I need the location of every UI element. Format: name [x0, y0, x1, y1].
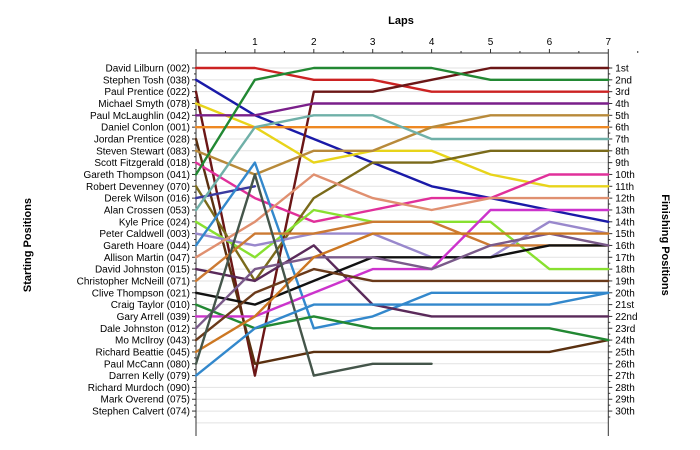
finishing-position-label: 19th: [615, 276, 634, 287]
series-line-22: [194, 208, 610, 318]
chart-series: [194, 66, 610, 377]
finishing-position-label: 5th: [615, 111, 629, 122]
series-line-18: [194, 244, 610, 318]
finishing-position-label: 8th: [615, 146, 629, 157]
finishing-position-label: 13th: [615, 205, 634, 216]
series-line-17: [194, 173, 610, 259]
starting-position-label: Clive Thompson (021): [92, 288, 190, 299]
y-axis-label-right: Finishing Positions: [659, 194, 671, 295]
finishing-position-label: 1st: [615, 64, 629, 75]
finishing-position-label: 29th: [615, 395, 634, 406]
starting-position-label: David Johnston (015): [95, 265, 190, 276]
starting-position-label: Alan Crossen (053): [104, 205, 190, 216]
starting-position-label: Steven Stewart (083): [96, 146, 190, 157]
series-line-23: [194, 232, 610, 330]
finishing-position-label: 24th: [615, 336, 634, 347]
finishing-position-label: 25th: [615, 347, 634, 358]
series-line-21: [194, 303, 610, 342]
series-line-3: [194, 66, 610, 377]
finishing-position-label: 22nd: [615, 312, 637, 323]
starting-position-label: Christopher McNeill (071): [77, 276, 190, 287]
series-line-24: [194, 267, 610, 342]
finishing-position-label: 17th: [615, 253, 634, 264]
starting-position-label: Mo McIlroy (043): [115, 336, 190, 347]
starting-position-label: Richard Beattie (045): [96, 347, 191, 358]
x-tick-label: 3: [370, 37, 376, 48]
chart-labels: 1 2 3 4 5 6 7 David Lilburn (002)Stephen Tosh (…: [77, 37, 638, 418]
finishing-position-label: 30th: [615, 407, 634, 418]
x-tick-label: 2: [311, 37, 317, 48]
x-tick-label: 6: [547, 37, 553, 48]
starting-position-label: Michael Smyth (078): [98, 99, 190, 110]
finishing-position-label: 28th: [615, 383, 634, 394]
starting-position-label: Peter Caldwell (003): [99, 229, 190, 240]
finishing-position-label: 11th: [615, 182, 634, 193]
finishing-position-label: 26th: [615, 359, 634, 370]
finishing-position-label: 16th: [615, 241, 634, 252]
series-line-26: [194, 173, 433, 377]
finishing-position-label: 14th: [615, 217, 634, 228]
starting-position-label: Paul McCann (080): [104, 359, 190, 370]
series-line-8: [194, 114, 610, 176]
chart-axes: [192, 49, 639, 436]
finishing-position-label: 7th: [615, 134, 629, 145]
finishing-position-label: 9th: [615, 158, 629, 169]
series-line-10: [194, 66, 610, 176]
finishing-position-label: 6th: [615, 123, 629, 134]
x-tick-label: 7: [606, 37, 612, 48]
starting-position-label: Gareth Hoare (044): [103, 241, 190, 252]
starting-position-label: Darren Kelly (079): [109, 371, 190, 382]
finishing-position-label: 23rd: [615, 324, 635, 335]
starting-position-label: Scott Fitzgerald (018): [94, 158, 190, 169]
series-line-27: [194, 291, 610, 377]
y-axis-label-left: Starting Positions: [22, 198, 34, 292]
starting-position-label: Mark Overend (075): [101, 395, 190, 406]
starting-position-label: Paul Prentice (022): [104, 87, 190, 98]
starting-position-label: Craig Taylor (010): [111, 300, 190, 311]
x-tick-label: 5: [488, 37, 494, 48]
finishing-position-label: 2nd: [615, 75, 632, 86]
series-line-4: [194, 102, 610, 188]
starting-position-label: Allison Martin (047): [104, 253, 190, 264]
series-line-20: [194, 244, 610, 306]
series-line-5: [194, 102, 610, 117]
starting-position-label: Stephen Tosh (038): [103, 75, 190, 86]
starting-position-label: Richard Murdoch (090): [88, 383, 190, 394]
finishing-position-label: 27th: [615, 371, 634, 382]
starting-position-label: Paul McLaughlin (042): [90, 111, 190, 122]
starting-position-label: Jordan Prentice (028): [94, 134, 190, 145]
series-line-25: [194, 232, 610, 354]
finishing-position-label: 15th: [615, 229, 634, 240]
starting-position-label: David Lilburn (002): [106, 64, 191, 75]
starting-position-label: Daniel Conlon (001): [101, 123, 190, 134]
series-line-15: [194, 220, 610, 259]
starting-position-label: Dale Johnston (012): [100, 324, 190, 335]
finishing-position-label: 4th: [615, 99, 629, 110]
finishing-position-label: 20th: [615, 288, 634, 299]
starting-position-label: Stephen Calvert (074): [92, 407, 190, 418]
chart-title: Laps: [388, 15, 414, 27]
x-tick-label: 1: [252, 37, 258, 48]
starting-position-label: Kyle Price (024): [119, 217, 190, 228]
finishing-position-label: 3rd: [615, 87, 629, 98]
finishing-position-label: 10th: [615, 170, 634, 181]
starting-position-label: Gary Arrell (039): [117, 312, 190, 323]
finishing-position-label: 21st: [615, 300, 634, 311]
x-tick-label: 4: [429, 37, 435, 48]
starting-position-label: Derek Wilson (016): [104, 194, 190, 205]
finishing-position-label: 18th: [615, 265, 634, 276]
series-line-13: [194, 114, 610, 212]
series-line-19: [194, 220, 610, 283]
finishing-position-label: 12th: [615, 194, 634, 205]
starting-position-label: Gareth Thompson (041): [83, 170, 190, 181]
starting-position-label: Robert Devenney (070): [86, 182, 190, 193]
series-line-2: [194, 78, 610, 224]
series-line-7: [194, 137, 610, 365]
